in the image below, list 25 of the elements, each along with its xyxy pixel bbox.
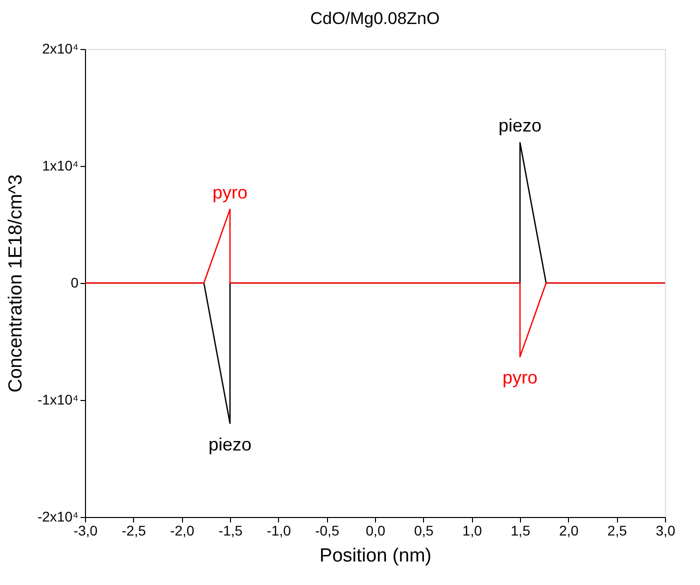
x-tick-label: 2,5 bbox=[607, 522, 628, 538]
x-tick-label: -1,5 bbox=[218, 522, 243, 538]
text: piezo bbox=[208, 434, 252, 454]
y-tick-label: -2x10⁴ bbox=[37, 508, 78, 524]
x-tick-label: -0,5 bbox=[315, 522, 340, 538]
x-tick-label: 0,0 bbox=[366, 522, 386, 538]
x-tick-label: 3,0 bbox=[656, 522, 676, 538]
y-tick-label: 0 bbox=[70, 274, 79, 290]
x-tick-label: -2,0 bbox=[170, 522, 194, 538]
chart-title: CdO/Mg0.08ZnO bbox=[310, 9, 440, 28]
x-tick-label: 1,5 bbox=[510, 522, 530, 538]
y-tick-label: 1x10⁴ bbox=[42, 158, 78, 174]
x-tick-label: -1,0 bbox=[266, 522, 292, 538]
x-tick-label: -3,0 bbox=[73, 522, 98, 538]
text: pyro bbox=[502, 368, 538, 388]
x-axis-title: Position (nm) bbox=[320, 546, 432, 566]
y-tick-label: -1x10⁴ bbox=[37, 392, 78, 408]
series-label: piezo bbox=[498, 116, 542, 136]
x-tick-label: 1,0 bbox=[462, 522, 482, 538]
x-tick-label: 2,0 bbox=[559, 522, 579, 538]
x-tick-label: 0,5 bbox=[414, 522, 434, 538]
series-label: pyro bbox=[212, 182, 248, 202]
y-axis-title: Concentration 1E18/cm^3 bbox=[5, 174, 26, 393]
x-tick-label: -2,5 bbox=[122, 522, 146, 538]
y-tick-label: 2x10⁴ bbox=[42, 40, 78, 56]
